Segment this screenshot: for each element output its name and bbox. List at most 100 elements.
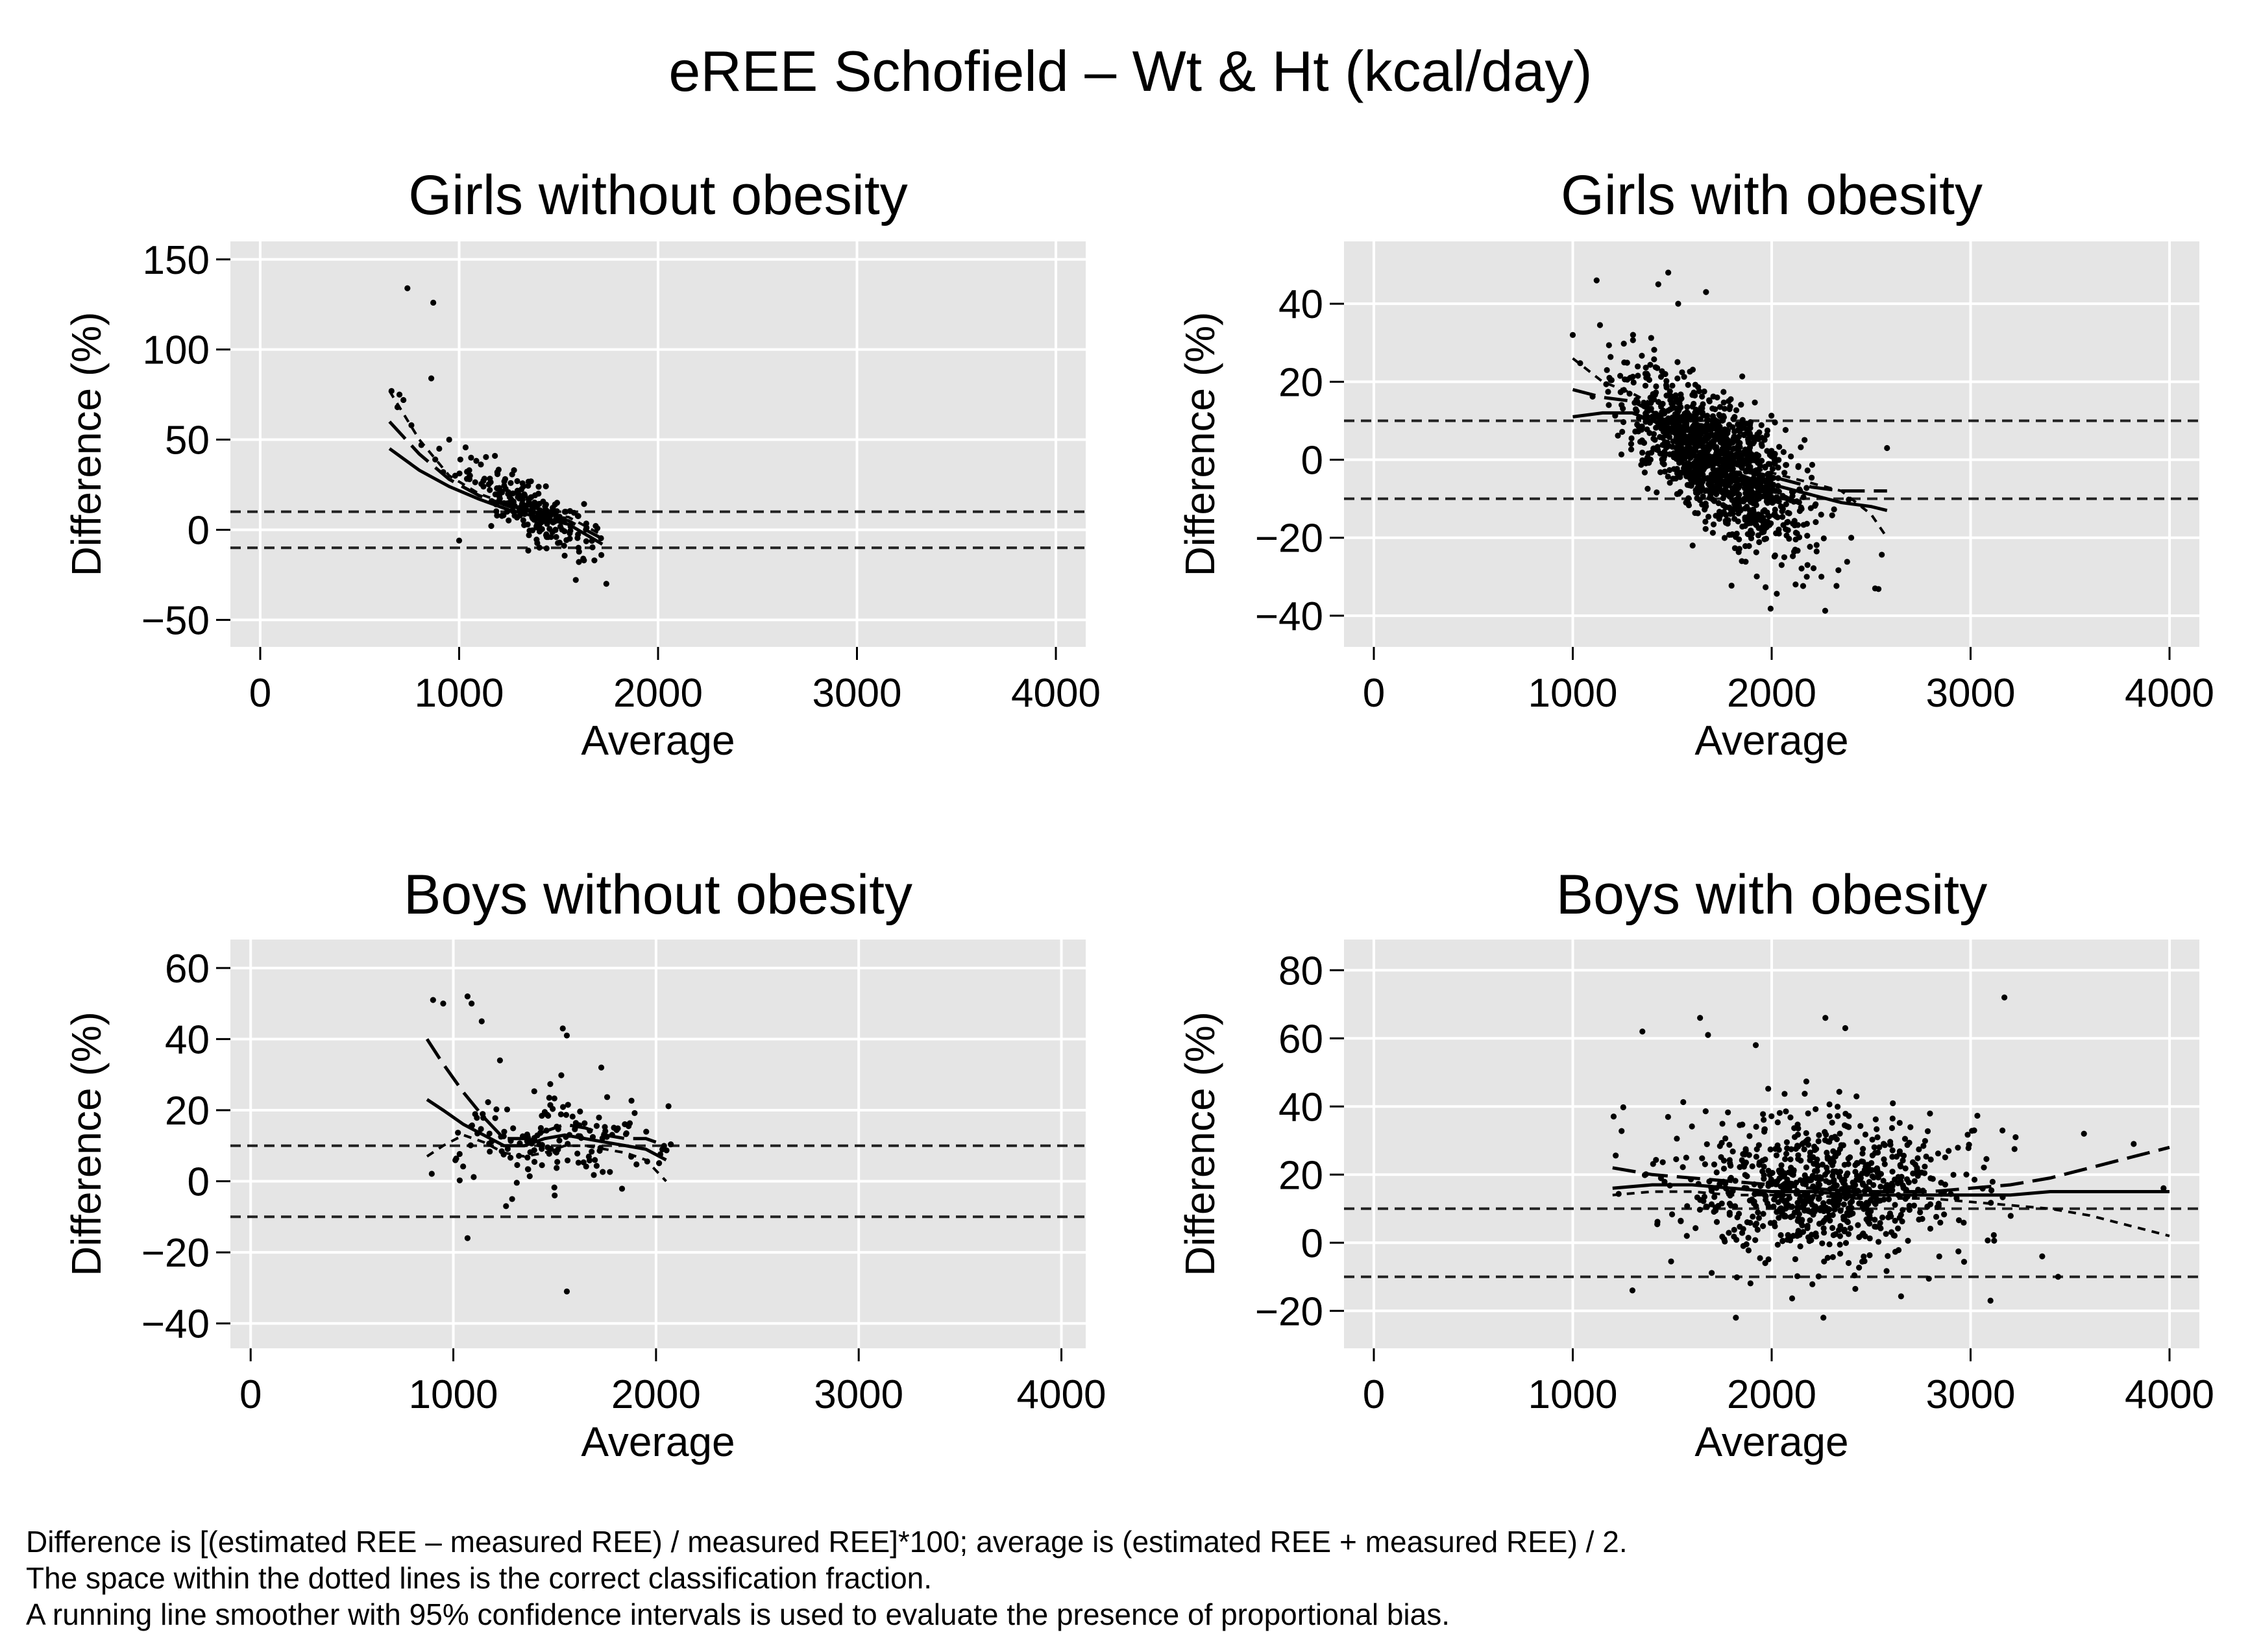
data-point	[1662, 432, 1669, 439]
data-point	[1674, 399, 1681, 406]
data-point	[1619, 1128, 1625, 1134]
data-point	[1721, 535, 1728, 541]
data-point	[1841, 1161, 1848, 1168]
data-point	[1805, 1110, 1811, 1117]
data-point	[1804, 1222, 1811, 1229]
data-point	[517, 494, 524, 500]
data-point	[1674, 359, 1681, 365]
data-point	[543, 534, 550, 541]
data-point	[1896, 1148, 1903, 1155]
data-point	[1682, 469, 1689, 476]
data-point	[1767, 497, 1774, 504]
data-point	[1797, 1243, 1803, 1250]
data-point	[1659, 1159, 1666, 1165]
data-point	[591, 557, 598, 564]
data-point	[1841, 1177, 1848, 1184]
data-point	[1914, 1165, 1920, 1171]
data-point	[1752, 1237, 1759, 1243]
panel-girls-with-obesity: Girls with obesity 40 20 0 −20 −40 0 1000 2000 30…	[1177, 164, 2214, 764]
running-line-smoother	[426, 1098, 667, 1161]
data-point	[1750, 500, 1757, 507]
data-point	[1740, 1243, 1746, 1249]
data-point	[1857, 1123, 1864, 1129]
data-point	[556, 1137, 563, 1144]
data-point	[1685, 500, 1692, 507]
data-point	[1783, 1150, 1790, 1157]
data-point	[1679, 369, 1685, 376]
y-tick-label: 20	[165, 1089, 210, 1134]
data-point	[1774, 1119, 1781, 1126]
data-point	[1781, 1091, 1788, 1097]
data-point	[507, 480, 514, 487]
data-point	[561, 528, 568, 535]
data-point	[561, 552, 568, 559]
data-point	[1720, 389, 1727, 395]
data-point	[526, 532, 532, 539]
data-point	[633, 1161, 640, 1168]
data-point	[1837, 1130, 1843, 1137]
data-point	[1732, 1178, 1739, 1184]
data-point	[1696, 488, 1702, 494]
data-point	[514, 478, 520, 485]
data-point	[1742, 514, 1748, 521]
data-point	[1735, 421, 1741, 428]
data-point	[492, 452, 498, 459]
data-point	[531, 1088, 537, 1095]
data-point	[527, 1149, 533, 1156]
data-point	[1604, 367, 1610, 373]
data-point	[1753, 1203, 1759, 1209]
data-point	[1733, 1274, 1740, 1281]
data-point	[1715, 500, 1722, 507]
data-point	[565, 1141, 571, 1147]
data-point	[1787, 1169, 1793, 1176]
data-point	[1900, 1182, 1906, 1189]
data-point	[596, 1114, 602, 1121]
data-point	[1610, 1113, 1617, 1120]
data-point	[1901, 1136, 1909, 1142]
data-point	[1835, 1113, 1841, 1119]
data-point	[1653, 389, 1659, 396]
y-tick-label: 60	[1278, 1017, 1323, 1062]
data-point	[1772, 552, 1778, 559]
data-point	[1846, 1185, 1852, 1191]
data-point	[1749, 530, 1755, 537]
data-point	[1749, 1196, 1755, 1203]
data-point	[1700, 467, 1706, 474]
data-point	[1844, 1170, 1851, 1176]
data-point	[1858, 1158, 1865, 1165]
data-point	[1720, 417, 1726, 424]
data-point	[575, 1160, 581, 1166]
data-point	[1889, 1115, 1896, 1122]
data-point	[1758, 493, 1765, 500]
data-point	[1830, 1232, 1837, 1239]
data-point	[1831, 1176, 1837, 1184]
data-point	[1703, 1203, 1709, 1210]
data-point	[1762, 524, 1768, 530]
data-point	[1676, 417, 1683, 423]
data-point	[1798, 565, 1805, 572]
data-point	[1826, 1212, 1833, 1219]
data-point	[1761, 1117, 1767, 1123]
data-point	[1824, 1164, 1830, 1171]
data-point	[1628, 446, 1635, 453]
data-point	[1689, 542, 1696, 549]
data-point	[513, 1180, 520, 1186]
data-point	[1737, 476, 1744, 483]
data-point	[1662, 370, 1668, 378]
data-point	[1807, 1153, 1813, 1160]
data-point	[532, 492, 539, 498]
data-point	[1735, 439, 1742, 446]
data-point	[1874, 1134, 1881, 1141]
data-point	[1830, 1168, 1837, 1175]
data-point	[1651, 346, 1657, 353]
data-point	[1712, 472, 1719, 480]
data-point	[1803, 1130, 1809, 1136]
x-tick-label: 4000	[2125, 1372, 2214, 1417]
data-point	[1694, 495, 1700, 502]
data-point	[1842, 1025, 1849, 1032]
data-point	[1837, 1208, 1844, 1214]
data-point	[1807, 1217, 1813, 1224]
data-point	[1621, 359, 1628, 366]
data-point	[1762, 1156, 1768, 1163]
data-point	[1735, 518, 1741, 525]
